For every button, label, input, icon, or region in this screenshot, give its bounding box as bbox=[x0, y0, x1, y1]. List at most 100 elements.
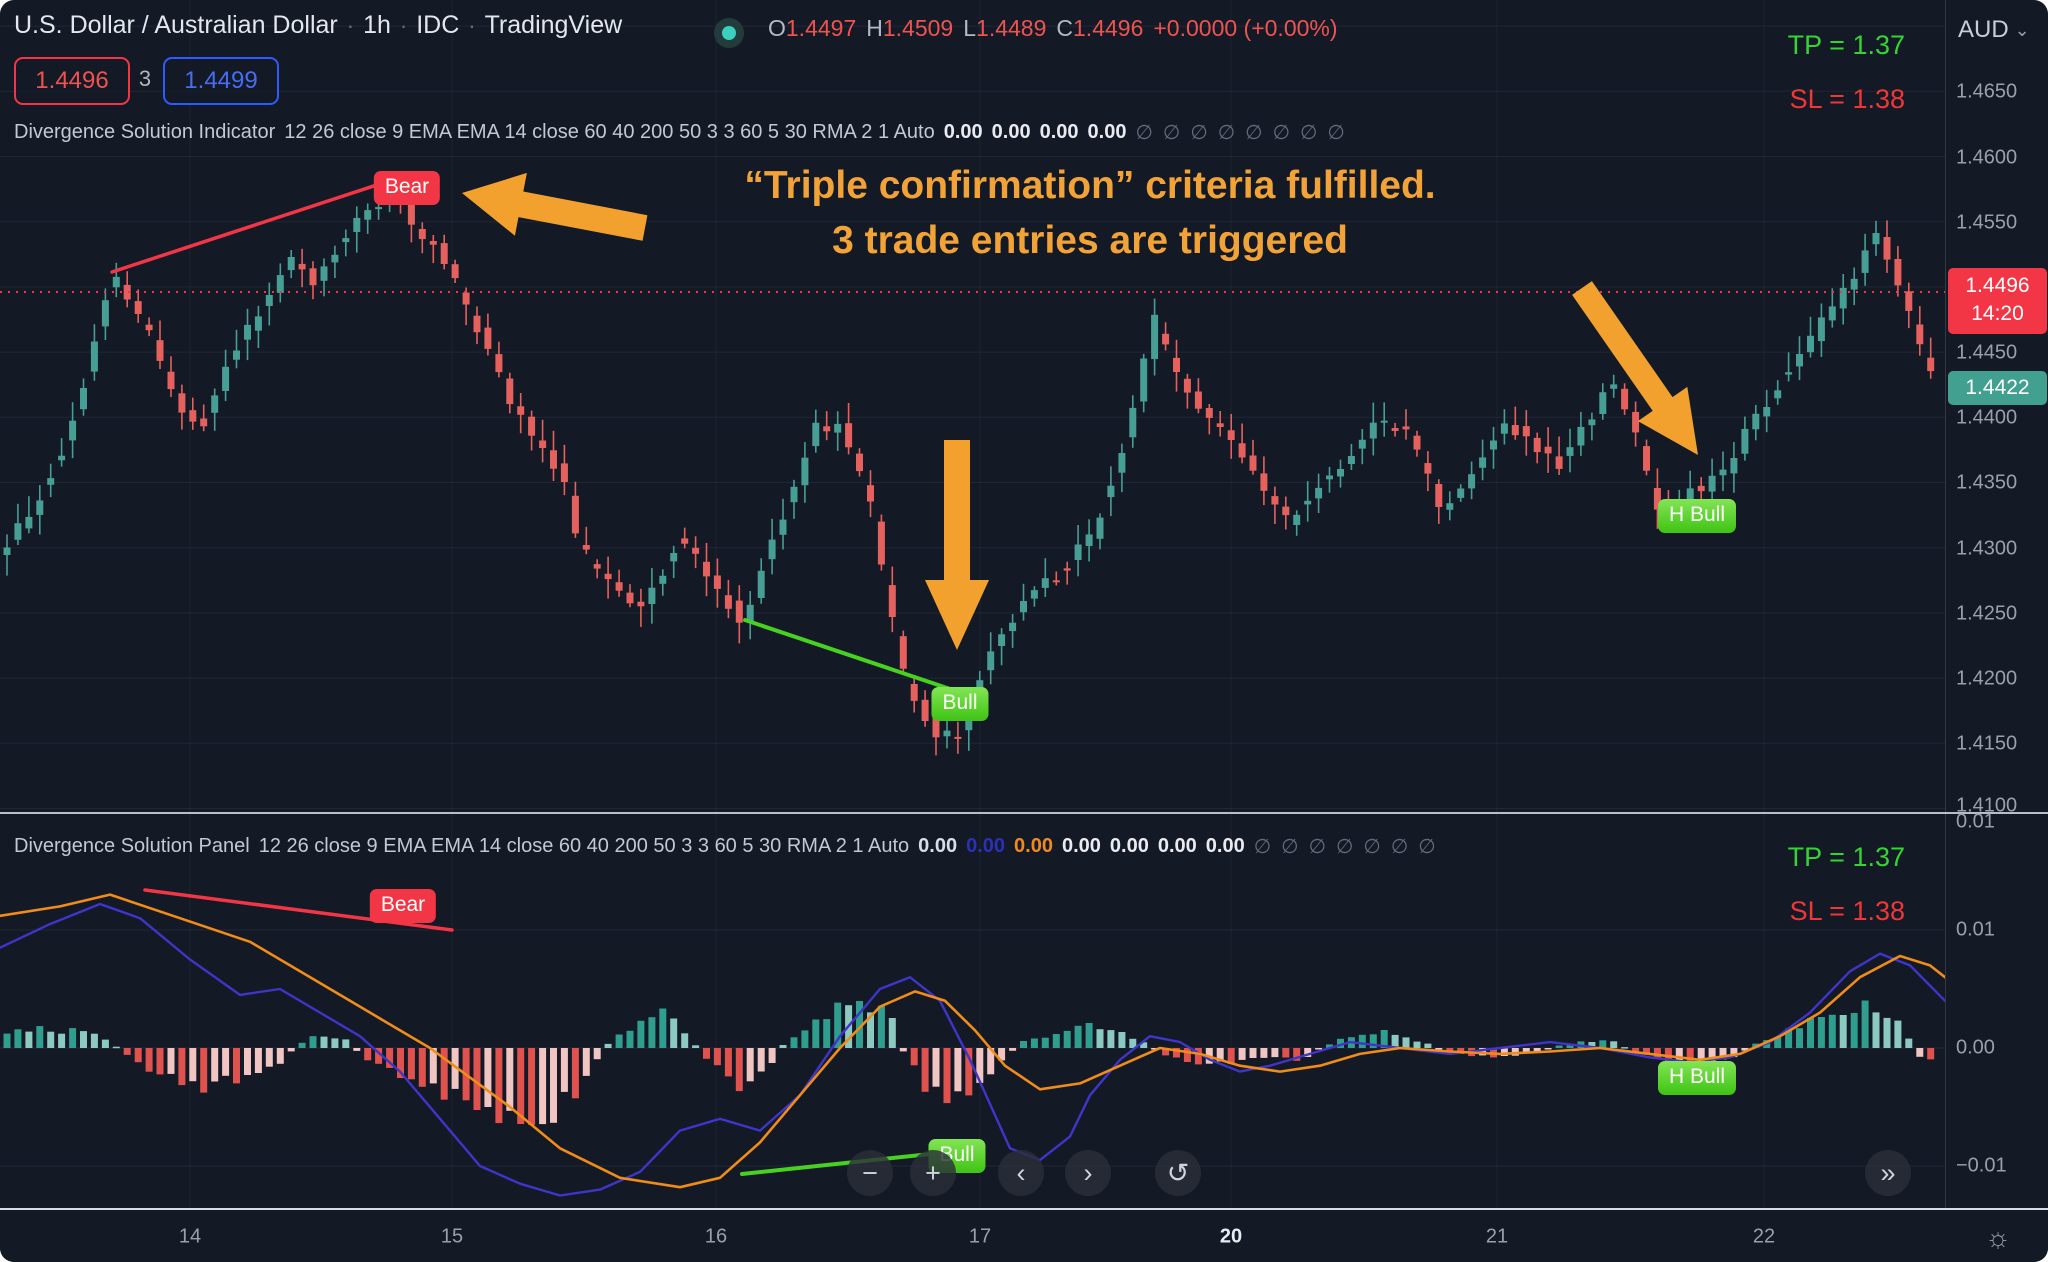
indicator-value: 0.00 bbox=[991, 121, 1031, 143]
timeframe-label[interactable]: 1h bbox=[363, 11, 391, 39]
indicator-value: 0.00 bbox=[966, 835, 1006, 857]
indicator-name[interactable]: Divergence Solution Panel bbox=[14, 835, 250, 857]
indicator-value: 0.00 bbox=[943, 121, 983, 143]
macd-histogram bbox=[3, 1000, 1935, 1125]
price-axis-label: 0.01 bbox=[1956, 810, 1995, 833]
price-axis[interactable]: AUD ⌄ 1.4650 1.4600 1.4550 1.4450 1.4400 1.43… bbox=[1945, 0, 2048, 1208]
arrow-diagonal-to-hbull bbox=[1572, 281, 1698, 455]
bull-marker-label: H Bull bbox=[1657, 1061, 1737, 1095]
bear-marker-label: Bear bbox=[373, 171, 441, 205]
last-price-badge: 1.4496 14:20 bbox=[1948, 268, 2047, 334]
zoom-in-button[interactable]: + bbox=[910, 1150, 956, 1196]
bearish-divergence-line-main bbox=[110, 176, 400, 274]
indicator-empty-value: ∅ bbox=[1281, 836, 1299, 858]
time-axis-label: 15 bbox=[440, 1225, 464, 1248]
price-axis-label: 1.4550 bbox=[1956, 211, 2018, 234]
close-value: 1.4496 bbox=[1073, 15, 1144, 41]
indicator-empty-value: ∅ bbox=[1162, 122, 1181, 144]
bull-marker-label: Bull bbox=[931, 687, 989, 721]
sell-button[interactable]: 1.4496 bbox=[14, 57, 130, 105]
buy-button[interactable]: 1.4499 bbox=[163, 57, 279, 105]
gridlines bbox=[0, 0, 1945, 1208]
zoom-out-button[interactable]: − bbox=[847, 1150, 893, 1196]
indicator-name[interactable]: Divergence Solution Indicator bbox=[14, 121, 276, 143]
indicator-value: 0.00 bbox=[918, 835, 958, 857]
stop-loss-label-panel: SL = 1.38 bbox=[1789, 896, 1905, 926]
low-value: 1.4489 bbox=[976, 15, 1047, 41]
reset-chart-button[interactable]: ↺ bbox=[1155, 1150, 1201, 1196]
pane-separator[interactable] bbox=[0, 812, 2048, 814]
currency-label: AUD bbox=[1958, 16, 2009, 43]
indicator-empty-value: ∅ bbox=[1300, 122, 1318, 144]
theme-toggle-icon[interactable]: ☼ bbox=[1985, 1222, 2011, 1253]
indicator-value: 0.00 bbox=[1039, 121, 1079, 143]
bull-marker-label: H Bull bbox=[1657, 499, 1737, 533]
last-price-value: 1.4496 bbox=[1965, 274, 2030, 297]
indicator-empty-value: ∅ bbox=[1245, 122, 1263, 144]
price-axis-label: 1.4400 bbox=[1956, 406, 2018, 429]
indicator-empty-value: ∅ bbox=[1135, 122, 1153, 144]
title-separator: · bbox=[399, 12, 408, 38]
symbol-title-row[interactable]: U.S. Dollar / Australian Dollar · 1h · I… bbox=[14, 11, 622, 40]
time-axis-label: 20 bbox=[1219, 1225, 1243, 1248]
indicator-empty-value: ∅ bbox=[1335, 836, 1354, 858]
indicator-value: 0.00 bbox=[1109, 835, 1149, 857]
chart-pane[interactable]: U.S. Dollar / Australian Dollar · 1h · I… bbox=[0, 0, 1945, 1208]
indicator-value: 0.00 bbox=[1157, 835, 1197, 857]
time-axis-label: 14 bbox=[178, 1225, 202, 1248]
time-axis-label: 16 bbox=[704, 1225, 728, 1248]
change-value: +0.0000 (+0.00%) bbox=[1153, 15, 1338, 41]
indicator-value: 0.00 bbox=[1061, 835, 1101, 857]
high-value: 1.4509 bbox=[882, 15, 954, 41]
price-axis-label: 1.4350 bbox=[1956, 471, 2018, 494]
indicator-empty-value: ∅ bbox=[1253, 836, 1272, 858]
time-axis[interactable]: 14 15 16 17 20 21 22 bbox=[0, 1208, 2048, 1262]
price-axis-label: 1.4600 bbox=[1956, 146, 2018, 169]
go-to-realtime-button[interactable]: » bbox=[1865, 1150, 1911, 1196]
annotation-arrows bbox=[462, 172, 1698, 650]
indicator-value: 0.00 bbox=[1205, 835, 1245, 857]
bullish-divergence-line-main bbox=[743, 618, 967, 696]
price-axis-label: −0.01 bbox=[1956, 1154, 2007, 1177]
currency-selector[interactable]: AUD ⌄ bbox=[1958, 16, 2030, 44]
indicator-empty-value: ∅ bbox=[1363, 836, 1381, 858]
title-separator: · bbox=[346, 12, 355, 38]
exchange-label[interactable]: IDC bbox=[416, 11, 460, 39]
indicator-params: 12 26 close 9 EMA EMA 14 close 60 40 200… bbox=[284, 121, 935, 143]
arrow-down-to-bull bbox=[925, 440, 989, 650]
annotation-text: “Triple confirmation” criteria fulfilled… bbox=[610, 158, 1570, 269]
scroll-right-button[interactable]: › bbox=[1065, 1150, 1111, 1196]
annotation-line1: “Triple confirmation” criteria fulfilled… bbox=[744, 164, 1436, 207]
price-axis-label: 0.00 bbox=[1956, 1036, 1995, 1059]
scroll-left-button[interactable]: ‹ bbox=[998, 1150, 1044, 1196]
panel-indicator-legend[interactable]: Divergence Solution Panel 12 26 close 9 … bbox=[14, 834, 1436, 859]
symbol-title[interactable]: U.S. Dollar / Australian Dollar bbox=[14, 11, 338, 39]
last-price-time: 14:20 bbox=[1971, 302, 2024, 326]
title-separator: · bbox=[468, 12, 476, 38]
arrow-left-to-bear bbox=[462, 172, 648, 241]
bearish-divergence-line-panel bbox=[143, 888, 454, 932]
indicator-params: 12 26 close 9 EMA EMA 14 close 60 40 200… bbox=[258, 835, 910, 857]
chevron-down-icon: ⌄ bbox=[2014, 19, 2030, 40]
low-label: L bbox=[963, 15, 977, 41]
indicator-empty-value: ∅ bbox=[1272, 122, 1290, 144]
time-axis-label: 22 bbox=[1752, 1225, 1776, 1248]
price-axis-label: 1.4650 bbox=[1956, 80, 2018, 103]
main-indicator-legend[interactable]: Divergence Solution Indicator 12 26 clos… bbox=[14, 120, 1345, 145]
indicator-empty-value: ∅ bbox=[1418, 836, 1436, 858]
indicator-empty-value: ∅ bbox=[1217, 122, 1236, 144]
high-label: H bbox=[866, 15, 883, 41]
indicator-empty-value: ∅ bbox=[1390, 836, 1409, 858]
time-axis-label: 21 bbox=[1485, 1225, 1509, 1248]
market-status-icon[interactable] bbox=[714, 18, 744, 48]
time-axis-label: 17 bbox=[968, 1225, 992, 1248]
indicator-value: 0.00 bbox=[1014, 835, 1053, 857]
price-axis-label: 0.01 bbox=[1956, 918, 1995, 941]
ohlc-row: O1.4497 H1.4509 L1.4489 C1.4496 +0.0000 … bbox=[768, 15, 1338, 42]
annotation-line2: 3 trade entries are triggered bbox=[832, 219, 1348, 263]
price-axis-label: 1.4300 bbox=[1956, 537, 2018, 560]
indicator-empty-value: ∅ bbox=[1190, 122, 1208, 144]
close-label: C bbox=[1056, 15, 1074, 41]
provider-label[interactable]: TradingView bbox=[484, 11, 623, 39]
